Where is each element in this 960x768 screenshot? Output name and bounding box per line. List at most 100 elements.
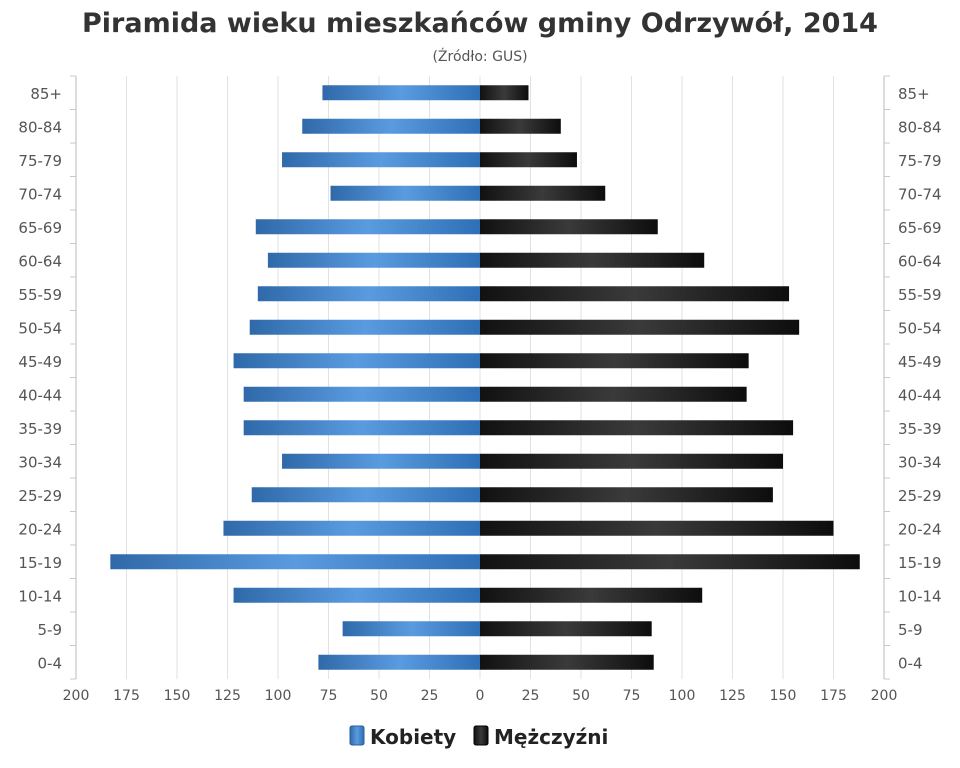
bar-kobiety[interactable]	[322, 85, 480, 101]
x-tick-label: 125	[214, 688, 241, 704]
bar-kobiety[interactable]	[243, 386, 480, 402]
x-tick-label: 175	[113, 688, 140, 704]
x-tick-label: 100	[669, 688, 696, 704]
bar-kobiety[interactable]	[282, 453, 480, 469]
x-tick-label: 75	[320, 688, 338, 704]
bar-kobiety[interactable]	[233, 353, 480, 369]
bar-mezczyzni[interactable]	[480, 118, 561, 134]
bar-kobiety[interactable]	[223, 520, 480, 536]
bar-mezczyzni[interactable]	[480, 453, 783, 469]
category-label-left: 20-24	[18, 520, 62, 538]
category-label-right: 15-19	[898, 554, 942, 572]
bar-mezczyzni[interactable]	[480, 252, 705, 268]
bar-kobiety[interactable]	[330, 185, 480, 201]
bar-mezczyzni[interactable]	[480, 520, 834, 536]
category-label-right: 65-69	[898, 219, 942, 237]
chart-subtitle: (Źródło: GUS)	[432, 47, 527, 65]
bar-kobiety[interactable]	[233, 587, 480, 603]
female-bars	[110, 85, 480, 670]
bar-kobiety[interactable]	[255, 219, 480, 235]
category-label-right: 50-54	[898, 319, 942, 337]
bar-mezczyzni[interactable]	[480, 587, 703, 603]
category-label-right: 40-44	[898, 386, 942, 404]
category-label-left: 0-4	[38, 654, 63, 672]
x-tick-label: 100	[265, 688, 292, 704]
category-label-left: 60-64	[18, 252, 62, 270]
male-bars	[480, 85, 860, 670]
category-label-left: 5-9	[38, 621, 63, 639]
category-label-left: 25-29	[18, 487, 62, 505]
category-label-right: 45-49	[898, 353, 942, 371]
category-label-right: 10-14	[898, 587, 942, 605]
category-label-right: 80-84	[898, 118, 942, 136]
category-label-right: 30-34	[898, 453, 942, 471]
bar-mezczyzni[interactable]	[480, 219, 658, 235]
bar-mezczyzni[interactable]	[480, 621, 652, 637]
legend-swatch-kobiety[interactable]	[349, 725, 365, 746]
category-label-left: 65-69	[18, 219, 62, 237]
bar-mezczyzni[interactable]	[480, 554, 860, 570]
bar-mezczyzni[interactable]	[480, 654, 654, 670]
x-tick-label: 50	[572, 688, 590, 704]
x-tick-label: 0	[476, 688, 485, 704]
category-label-right: 5-9	[898, 621, 923, 639]
bar-kobiety[interactable]	[257, 286, 480, 302]
x-tick-label: 150	[770, 688, 797, 704]
bar-mezczyzni[interactable]	[480, 319, 800, 335]
bar-mezczyzni[interactable]	[480, 353, 749, 369]
bar-mezczyzni[interactable]	[480, 85, 529, 101]
category-label-right: 0-4	[898, 654, 923, 672]
category-label-left: 40-44	[18, 386, 62, 404]
category-label-right: 20-24	[898, 520, 942, 538]
grid-lines	[126, 76, 834, 679]
legend-label-mezczyzni[interactable]: Mężczyźni	[494, 725, 608, 749]
bar-mezczyzni[interactable]	[480, 386, 747, 402]
category-label-left: 50-54	[18, 319, 62, 337]
bar-kobiety[interactable]	[251, 487, 480, 503]
category-label-left: 45-49	[18, 353, 62, 371]
bar-kobiety[interactable]	[249, 319, 480, 335]
category-label-left: 80-84	[18, 118, 62, 136]
bar-mezczyzni[interactable]	[480, 152, 577, 168]
category-label-right: 35-39	[898, 420, 942, 438]
category-label-left: 15-19	[18, 554, 62, 572]
bar-kobiety[interactable]	[110, 554, 480, 570]
category-label-left: 30-34	[18, 453, 62, 471]
legend-label-kobiety[interactable]: Kobiety	[370, 725, 456, 749]
bar-kobiety[interactable]	[243, 420, 480, 436]
bar-kobiety[interactable]	[342, 621, 480, 637]
category-label-left: 10-14	[18, 587, 62, 605]
x-tick-label: 175	[820, 688, 847, 704]
category-label-right: 60-64	[898, 252, 942, 270]
bar-mezczyzni[interactable]	[480, 286, 790, 302]
legend-swatch-mezczyzni[interactable]	[473, 725, 489, 746]
bar-mezczyzni[interactable]	[480, 487, 773, 503]
category-label-left: 70-74	[18, 185, 62, 203]
category-label-right: 70-74	[898, 185, 942, 203]
category-label-left: 85+	[30, 85, 62, 103]
x-tick-label: 200	[63, 688, 90, 704]
x-tick-label: 150	[164, 688, 191, 704]
category-label-left: 75-79	[18, 152, 62, 170]
bar-kobiety[interactable]	[282, 152, 480, 168]
category-labels-right: 0-4 5-9 10-14 15-19 20-24 25-29 30-34 35-39 40-4…	[898, 85, 942, 673]
bar-mezczyzni[interactable]	[480, 185, 606, 201]
x-tick-labels: 200 175 150 125 100 75 50 25 0 25 50 75 100 125 150 175…	[63, 688, 898, 704]
x-tick-label: 25	[522, 688, 540, 704]
category-label-right: 85+	[898, 85, 930, 103]
category-label-right: 55-59	[898, 286, 942, 304]
category-labels-left: 0-4 5-9 10-14 15-19 20-24 25-29 30-34 35-39 40-4…	[18, 85, 62, 673]
category-label-right: 75-79	[898, 152, 942, 170]
bar-kobiety[interactable]	[318, 654, 480, 670]
x-tick-label: 125	[719, 688, 746, 704]
chart-title: Piramida wieku mieszkańców gminy Odrzywó…	[82, 8, 878, 39]
bar-mezczyzni[interactable]	[480, 420, 794, 436]
x-tick-label: 75	[623, 688, 641, 704]
x-tick-label: 200	[871, 688, 898, 704]
bar-kobiety[interactable]	[302, 118, 480, 134]
category-label-right: 25-29	[898, 487, 942, 505]
category-label-left: 35-39	[18, 420, 62, 438]
category-label-left: 55-59	[18, 286, 62, 304]
bar-kobiety[interactable]	[267, 252, 480, 268]
legend: Kobiety Mężczyźni	[349, 725, 608, 749]
